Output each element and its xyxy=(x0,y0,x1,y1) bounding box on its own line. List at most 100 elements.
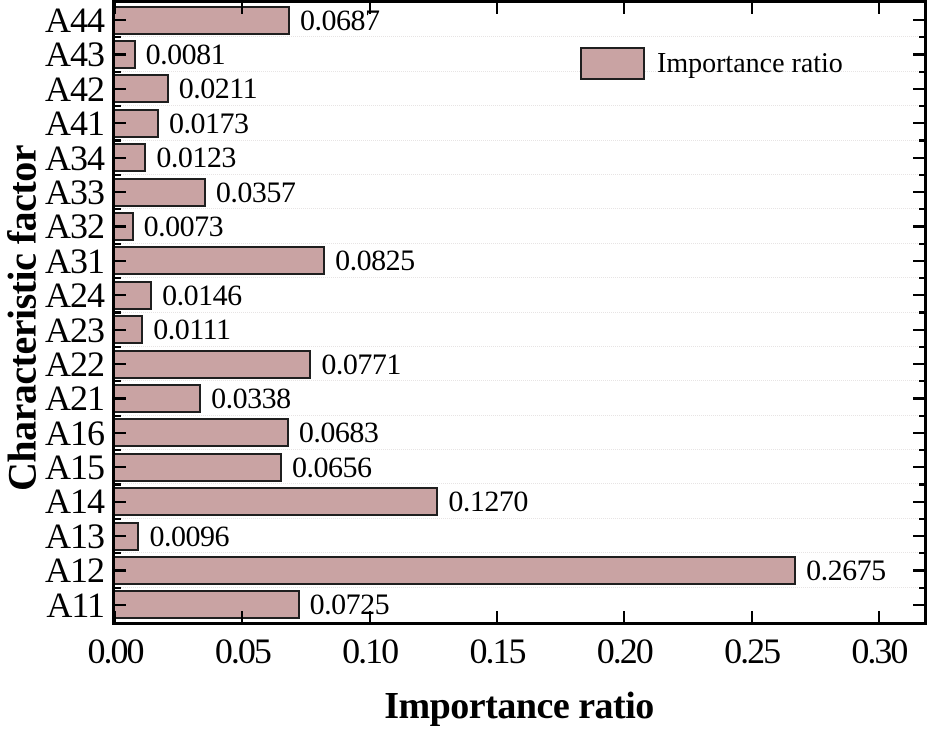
gridline xyxy=(115,449,924,451)
major-tick-right xyxy=(913,534,924,538)
gridline xyxy=(115,208,924,210)
major-tick-right xyxy=(913,87,924,91)
minor-tick-right xyxy=(918,139,924,142)
bar-value-label: 0.0081 xyxy=(145,38,226,72)
bar-value-label: 0.0656 xyxy=(292,450,372,484)
minor-tick-right xyxy=(918,552,924,555)
bar-value-label: 0.0338 xyxy=(211,381,291,415)
major-tick-left xyxy=(115,294,126,297)
minor-tick-right xyxy=(918,448,924,452)
minor-tick-left xyxy=(115,448,121,452)
bar-value-label: 0.2675 xyxy=(806,553,886,587)
minor-tick-right xyxy=(918,483,924,486)
x-axis-title: Importance ratio xyxy=(384,685,654,727)
y-tick-label-A34: A34 xyxy=(45,137,105,178)
bar-A31 xyxy=(115,246,326,276)
major-tick-left xyxy=(115,362,126,366)
x-major-tick-top xyxy=(750,3,753,14)
bar-A21 xyxy=(115,383,202,413)
y-tick-label-A23: A23 xyxy=(45,309,105,350)
x-tick-label-0.30: 0.30 xyxy=(851,631,908,671)
gridline xyxy=(115,586,924,588)
x-major-tick-bottom xyxy=(877,611,881,622)
y-tick-label-A21: A21 xyxy=(45,378,105,419)
x-major-tick-top xyxy=(495,3,499,14)
bar-A44 xyxy=(115,5,290,35)
major-tick-right xyxy=(913,294,924,297)
major-tick-right xyxy=(913,19,924,22)
minor-tick-left xyxy=(115,70,121,73)
x-major-tick-bottom xyxy=(750,611,753,622)
minor-tick-right xyxy=(918,173,924,177)
gridline xyxy=(115,70,924,72)
major-tick-left xyxy=(115,466,126,469)
minor-tick-left xyxy=(115,345,121,348)
x-tick-label-0.20: 0.20 xyxy=(596,631,654,671)
minor-tick-left xyxy=(115,380,121,383)
x-tick-label-0.10: 0.10 xyxy=(342,631,399,671)
x-major-tick-bottom xyxy=(241,611,244,622)
major-tick-right xyxy=(913,156,924,159)
gridline xyxy=(115,414,924,416)
bar-value-label: 0.0357 xyxy=(215,175,296,209)
major-tick-left xyxy=(115,500,126,503)
major-tick-left xyxy=(115,191,126,194)
major-tick-left xyxy=(115,87,126,91)
minor-tick-right xyxy=(918,70,924,73)
minor-tick-left xyxy=(115,586,121,589)
major-tick-left xyxy=(115,156,126,159)
gridline xyxy=(115,552,924,554)
y-tick-label-A32: A32 xyxy=(45,206,105,247)
legend-label: Importance ratio xyxy=(657,48,843,79)
x-major-tick-top xyxy=(877,3,881,14)
minor-tick-left xyxy=(115,242,121,245)
x-major-tick-top xyxy=(623,3,626,14)
gridline xyxy=(115,345,924,347)
bar-value-label: 0.0173 xyxy=(169,106,249,140)
x-major-tick-top xyxy=(368,3,371,14)
major-tick-left xyxy=(115,259,126,262)
major-tick-right xyxy=(913,431,924,434)
major-tick-left xyxy=(115,569,126,572)
x-major-tick-bottom xyxy=(368,611,371,622)
x-tick-label-0.05: 0.05 xyxy=(214,631,272,671)
minor-tick-right xyxy=(918,208,924,211)
gridline xyxy=(115,483,924,485)
bar-A33 xyxy=(115,177,206,207)
gridline xyxy=(115,105,924,107)
y-tick-label-A13: A13 xyxy=(45,515,105,556)
bar-A16 xyxy=(115,418,289,448)
x-major-tick-bottom xyxy=(495,611,499,622)
bar-A12 xyxy=(115,555,797,585)
minor-tick-right xyxy=(918,414,924,417)
minor-tick-left xyxy=(115,139,121,142)
minor-tick-left xyxy=(115,552,121,555)
bar-value-label: 0.0111 xyxy=(153,313,231,347)
minor-tick-right xyxy=(918,380,924,383)
minor-tick-left xyxy=(115,208,121,211)
bar-value-label: 0.0146 xyxy=(162,278,242,312)
legend-swatch xyxy=(580,47,645,80)
plot-area: 0.0687 0.0081 0.0211 0.0173 0.0123 0.0357 0.00… xyxy=(112,0,927,625)
legend: Importance ratio xyxy=(580,47,843,80)
x-tick-label-0.15: 0.15 xyxy=(469,631,526,671)
y-tick-label-A12: A12 xyxy=(45,550,105,591)
gridline xyxy=(115,139,924,141)
bar-A14 xyxy=(115,487,439,517)
major-tick-right xyxy=(913,191,924,194)
bar-A11 xyxy=(115,590,300,620)
y-tick-label-A15: A15 xyxy=(45,447,105,488)
minor-tick-right xyxy=(918,586,924,589)
major-tick-left xyxy=(115,19,126,22)
y-tick-label-A42: A42 xyxy=(45,68,105,109)
minor-tick-left xyxy=(115,105,121,108)
x-major-tick-top xyxy=(241,3,244,14)
bar-value-label: 0.0683 xyxy=(298,416,379,450)
x-tick-label-0.25: 0.25 xyxy=(724,631,781,671)
y-tick-label-A24: A24 xyxy=(45,275,105,316)
minor-tick-left xyxy=(115,277,121,280)
minor-tick-right xyxy=(918,311,924,314)
x-major-tick-bottom xyxy=(623,611,626,622)
bar-value-label: 0.0687 xyxy=(299,3,380,37)
